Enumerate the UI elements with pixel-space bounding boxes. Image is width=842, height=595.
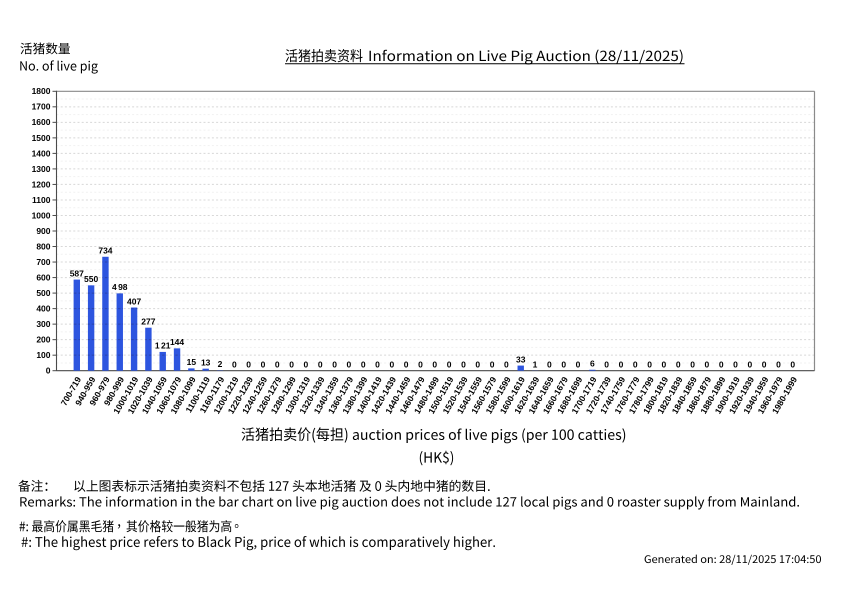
svg-text:0: 0 [561, 360, 566, 370]
svg-text:0: 0 [475, 360, 480, 370]
svg-text:587: 587 [70, 268, 84, 278]
svg-text:0: 0 [633, 360, 638, 370]
svg-text:6: 6 [590, 359, 595, 369]
svg-text:400: 400 [36, 304, 50, 314]
svg-text:0: 0 [404, 360, 409, 370]
svg-text:1000: 1000 [32, 210, 51, 220]
svg-text:0: 0 [547, 360, 552, 370]
svg-text:1500: 1500 [32, 133, 51, 143]
svg-text:0: 0 [619, 360, 624, 370]
svg-text:0: 0 [762, 360, 767, 370]
svg-text:407: 407 [127, 296, 141, 306]
svg-text:700: 700 [36, 257, 50, 267]
svg-text:144: 144 [170, 337, 184, 347]
svg-text:1600: 1600 [32, 117, 51, 127]
svg-text:0: 0 [776, 360, 781, 370]
svg-text:1700: 1700 [32, 102, 51, 112]
svg-text:100: 100 [36, 350, 50, 360]
svg-text:0: 0 [490, 360, 495, 370]
svg-text:121: 121 [155, 341, 171, 351]
svg-text:0: 0 [604, 360, 609, 370]
svg-text:0: 0 [461, 360, 466, 370]
svg-text:0: 0 [747, 360, 752, 370]
svg-text:0: 0 [46, 366, 51, 376]
svg-text:277: 277 [141, 317, 155, 327]
svg-text:0: 0 [375, 360, 380, 370]
svg-text:0: 0 [232, 360, 237, 370]
svg-text:900: 900 [36, 226, 50, 236]
svg-text:0: 0 [719, 360, 724, 370]
svg-text:0: 0 [504, 360, 509, 370]
svg-text:500: 500 [36, 288, 50, 298]
svg-text:1300: 1300 [32, 164, 51, 174]
svg-text:300: 300 [36, 319, 50, 329]
svg-text:0: 0 [304, 360, 309, 370]
svg-text:0: 0 [332, 360, 337, 370]
svg-text:0: 0 [790, 360, 795, 370]
svg-text:0: 0 [733, 360, 738, 370]
svg-text:0: 0 [361, 360, 366, 370]
svg-text:0: 0 [289, 360, 294, 370]
svg-text:13: 13 [201, 357, 211, 367]
svg-text:498: 498 [112, 282, 128, 292]
svg-text:1: 1 [533, 359, 538, 369]
svg-text:550: 550 [84, 274, 98, 284]
svg-text:0: 0 [318, 360, 323, 370]
svg-text:1800: 1800 [32, 86, 51, 96]
svg-text:1400: 1400 [32, 148, 51, 158]
svg-text:0: 0 [261, 360, 266, 370]
svg-text:0: 0 [246, 360, 251, 370]
svg-text:0: 0 [389, 360, 394, 370]
svg-text:1100: 1100 [32, 195, 51, 205]
svg-text:0: 0 [705, 360, 710, 370]
svg-text:0: 0 [576, 360, 581, 370]
svg-text:0: 0 [662, 360, 667, 370]
svg-text:33: 33 [516, 354, 526, 364]
svg-text:200: 200 [36, 335, 50, 345]
svg-text:1200: 1200 [32, 179, 51, 189]
svg-text:734: 734 [98, 246, 112, 256]
svg-text:2: 2 [218, 359, 223, 369]
svg-text:800: 800 [36, 241, 50, 251]
svg-text:0: 0 [690, 360, 695, 370]
svg-text:600: 600 [36, 272, 50, 282]
svg-text:0: 0 [432, 360, 437, 370]
svg-text:0: 0 [275, 360, 280, 370]
svg-text:0: 0 [676, 360, 681, 370]
svg-text:0: 0 [418, 360, 423, 370]
svg-text:0: 0 [647, 360, 652, 370]
svg-text:0: 0 [447, 360, 452, 370]
svg-text:0: 0 [347, 360, 352, 370]
svg-text:15: 15 [187, 357, 197, 367]
